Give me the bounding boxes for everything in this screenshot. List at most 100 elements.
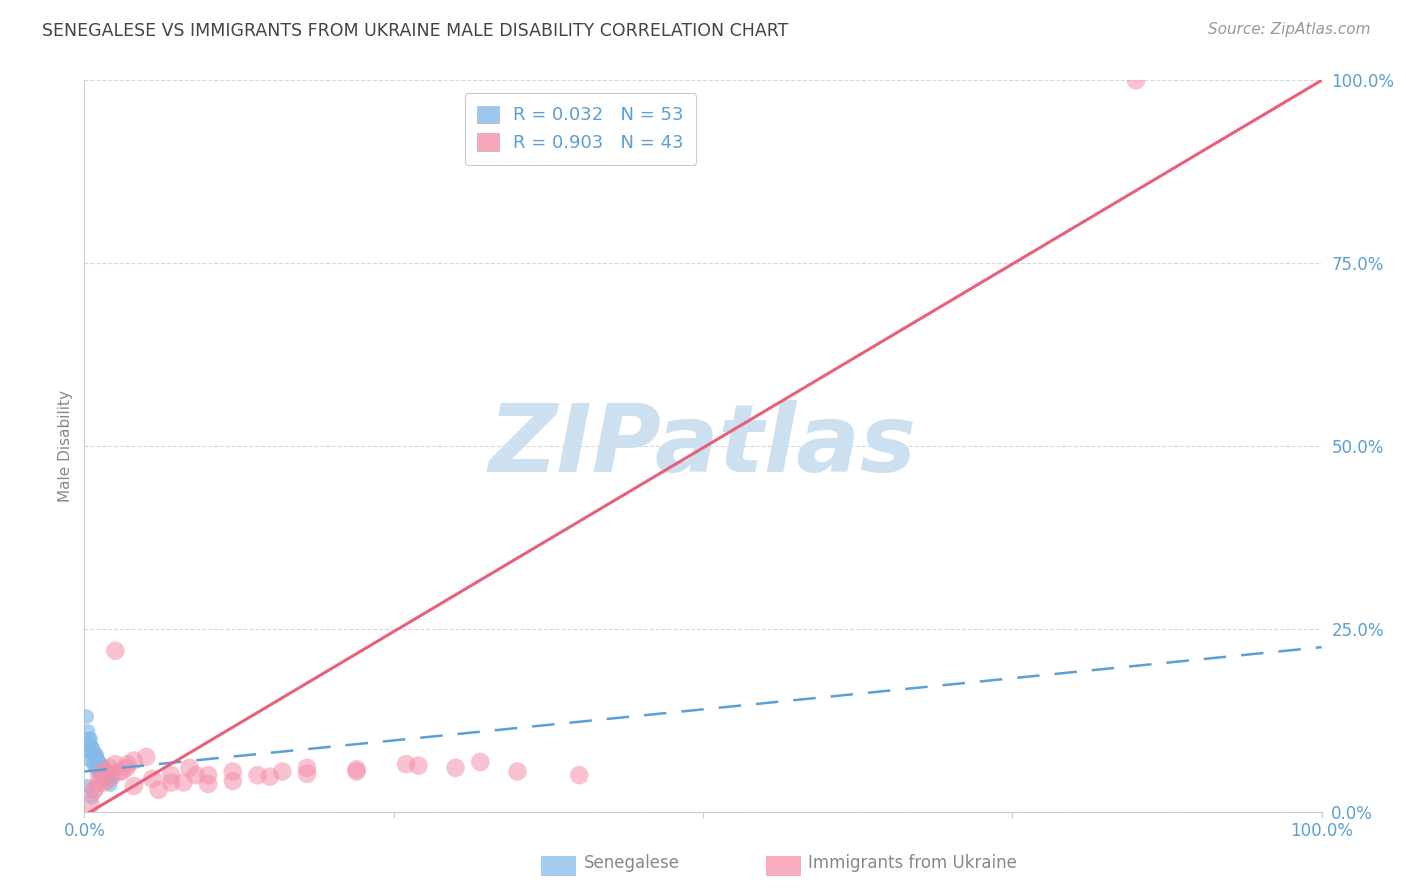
Point <box>83 782 105 797</box>
Point <box>271 764 294 779</box>
Point <box>395 757 418 772</box>
Point <box>108 764 131 779</box>
Point <box>96 768 118 782</box>
Point <box>80 790 103 805</box>
Point <box>89 761 111 775</box>
Point <box>79 746 101 760</box>
Point <box>84 761 107 775</box>
Text: Source: ZipAtlas.com: Source: ZipAtlas.com <box>1208 22 1371 37</box>
Point <box>80 739 103 753</box>
Point <box>179 761 201 775</box>
Point <box>295 766 318 780</box>
Point <box>259 770 281 784</box>
Point <box>82 757 104 772</box>
Point <box>84 749 107 764</box>
Point <box>80 746 103 760</box>
Point <box>86 749 108 764</box>
Point <box>82 742 104 756</box>
Point <box>104 644 127 658</box>
Point <box>222 764 245 779</box>
Point <box>87 754 110 768</box>
Point <box>91 770 114 784</box>
Point <box>197 768 219 782</box>
Point <box>79 731 101 746</box>
Point <box>444 761 467 775</box>
Text: Senegalese: Senegalese <box>583 855 679 872</box>
Point <box>97 764 120 779</box>
Point <box>86 754 108 768</box>
Point <box>98 766 121 780</box>
Point <box>94 772 117 787</box>
Point <box>93 775 115 789</box>
Text: SENEGALESE VS IMMIGRANTS FROM UKRAINE MALE DISABILITY CORRELATION CHART: SENEGALESE VS IMMIGRANTS FROM UKRAINE MA… <box>42 22 789 40</box>
Point <box>222 774 245 789</box>
Point <box>1125 73 1147 87</box>
Point <box>83 749 105 764</box>
Point <box>246 768 269 782</box>
Point <box>346 764 368 779</box>
Text: Immigrants from Ukraine: Immigrants from Ukraine <box>808 855 1018 872</box>
Point <box>117 757 139 772</box>
Point <box>87 764 110 778</box>
Point <box>568 768 591 782</box>
Legend: R = 0.032   N = 53, R = 0.903   N = 43: R = 0.032 N = 53, R = 0.903 N = 43 <box>464 93 696 165</box>
Point <box>79 731 101 746</box>
Point <box>79 739 101 753</box>
Point <box>98 768 121 782</box>
Point <box>93 764 115 779</box>
Point <box>89 768 111 782</box>
Point <box>184 768 207 782</box>
Point <box>83 754 105 768</box>
Point <box>89 757 111 772</box>
Point <box>98 761 121 775</box>
Point <box>89 755 111 769</box>
Point <box>93 762 115 776</box>
Point <box>98 778 121 792</box>
Point <box>148 782 170 797</box>
Point <box>90 761 112 775</box>
Point <box>76 709 98 723</box>
Point <box>506 764 529 779</box>
Point <box>89 757 111 772</box>
Point <box>91 759 114 773</box>
Point <box>141 772 163 786</box>
Point <box>346 762 368 776</box>
Point <box>97 775 120 789</box>
Point <box>172 775 194 789</box>
Point <box>110 764 132 779</box>
Point <box>83 782 105 797</box>
Point <box>93 764 115 779</box>
Point <box>115 761 138 775</box>
Point <box>86 757 108 772</box>
Point <box>470 755 492 769</box>
Point <box>100 770 122 784</box>
Point <box>82 746 104 760</box>
Point <box>89 757 111 772</box>
Point <box>86 747 108 762</box>
Point <box>79 754 101 768</box>
Point <box>135 749 157 764</box>
Point <box>104 757 127 772</box>
Point <box>94 762 117 776</box>
Point <box>91 761 114 775</box>
Point <box>89 766 111 780</box>
Point <box>79 739 101 753</box>
Point <box>84 749 107 764</box>
Point <box>96 765 118 780</box>
Point <box>79 797 101 812</box>
Point <box>87 754 110 768</box>
Point <box>77 779 100 793</box>
Point <box>122 779 145 793</box>
Point <box>90 764 112 779</box>
Point <box>90 758 112 772</box>
Point <box>89 775 111 789</box>
Point <box>295 761 318 775</box>
Text: ZIPatlas: ZIPatlas <box>489 400 917 492</box>
Point <box>160 768 183 782</box>
Point <box>100 772 122 786</box>
Point <box>197 777 219 791</box>
Point <box>160 775 183 789</box>
Point <box>83 745 105 759</box>
Point <box>98 770 121 784</box>
Y-axis label: Male Disability: Male Disability <box>58 390 73 502</box>
